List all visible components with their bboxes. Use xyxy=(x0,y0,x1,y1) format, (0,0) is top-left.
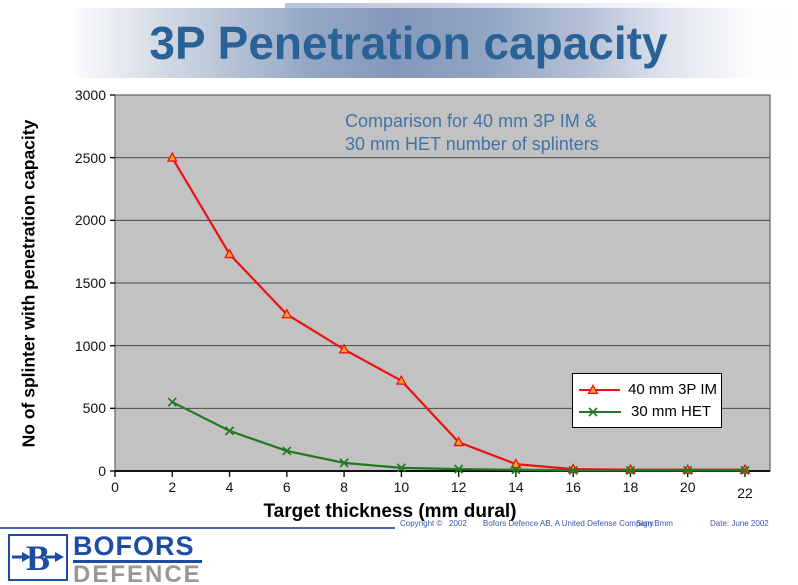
x-tick-label: 0 xyxy=(111,479,119,495)
logo-b-arrow-icon: B xyxy=(12,538,64,578)
x-axis-title: Target thickness (mm dural) xyxy=(263,501,517,522)
legend-x-swatch xyxy=(579,406,621,417)
x-tick-label: 20 xyxy=(679,479,696,495)
x-tick-label: 4 xyxy=(225,479,234,495)
x-tick-label: 10 xyxy=(393,479,410,495)
footer: Copyright © 2002 Bofors Defence AB, A Un… xyxy=(0,519,798,531)
x-tick-label: 14 xyxy=(508,479,524,495)
logo-text: BOFORS DEFENCE xyxy=(73,533,202,585)
legend-label: 40 mm 3P IM xyxy=(628,381,717,398)
footer-sign: Sign:Bmm xyxy=(636,519,673,528)
x-tick-label: 8 xyxy=(340,479,348,495)
footer-year: 2002 xyxy=(449,519,467,528)
footer-company: Bofors Defence AB, A United Defense Comp… xyxy=(483,519,654,528)
y-tick-label: 500 xyxy=(82,400,106,417)
x-tick-label: 6 xyxy=(282,479,291,495)
logo-sub: DEFENCE xyxy=(73,561,202,585)
annotation-line-1: Comparison for 40 mm 3P IM & xyxy=(345,111,597,131)
legend-triangle-swatch xyxy=(579,383,621,394)
logo-emblem: B xyxy=(8,534,68,581)
y-tick-label: 2500 xyxy=(74,149,106,166)
y-tick-label: 0 xyxy=(98,463,106,479)
legend-item: 40 mm 3P IM xyxy=(577,381,717,398)
legend-item: 30 mm HET xyxy=(577,403,717,420)
y-tick-label: 1000 xyxy=(74,337,106,354)
y-axis-title-wrap: No of splinter with penetration capacity xyxy=(6,95,52,471)
footer-copyright-label: Copyright © xyxy=(400,519,443,528)
logo-brand: BOFORS xyxy=(73,533,202,563)
x-tick-label: 2 xyxy=(168,479,177,495)
y-tick-label: 1500 xyxy=(74,275,106,291)
x-tick-label: 22 xyxy=(737,485,753,501)
title-band: 3P Penetration capacity xyxy=(75,8,798,78)
footer-date: Date: June 2002 xyxy=(710,519,769,528)
annotation-line-2: 30 mm HET number of splinters xyxy=(345,134,599,154)
y-tick-label: 2000 xyxy=(74,212,106,229)
x-tick-label: 12 xyxy=(450,479,467,495)
x-tick-label: 18 xyxy=(622,479,639,495)
chart-annotation: Comparison for 40 mm 3P IM & 30 mm HET n… xyxy=(345,110,599,156)
bofors-logo: B BOFORS DEFENCE xyxy=(8,533,202,585)
legend-label: 30 mm HET xyxy=(631,403,712,420)
x-tick-label: 16 xyxy=(565,479,581,495)
legend: 40 mm 3P IM 30 mm HET xyxy=(572,373,722,428)
page-title: 3P Penetration capacity xyxy=(149,17,668,69)
footer-divider xyxy=(0,527,395,529)
svg-text:B: B xyxy=(26,538,50,578)
y-axis-title: No of splinter with penetration capacity xyxy=(18,119,39,447)
top-accent-strip xyxy=(285,3,715,8)
y-tick-label: 3000 xyxy=(74,87,106,103)
